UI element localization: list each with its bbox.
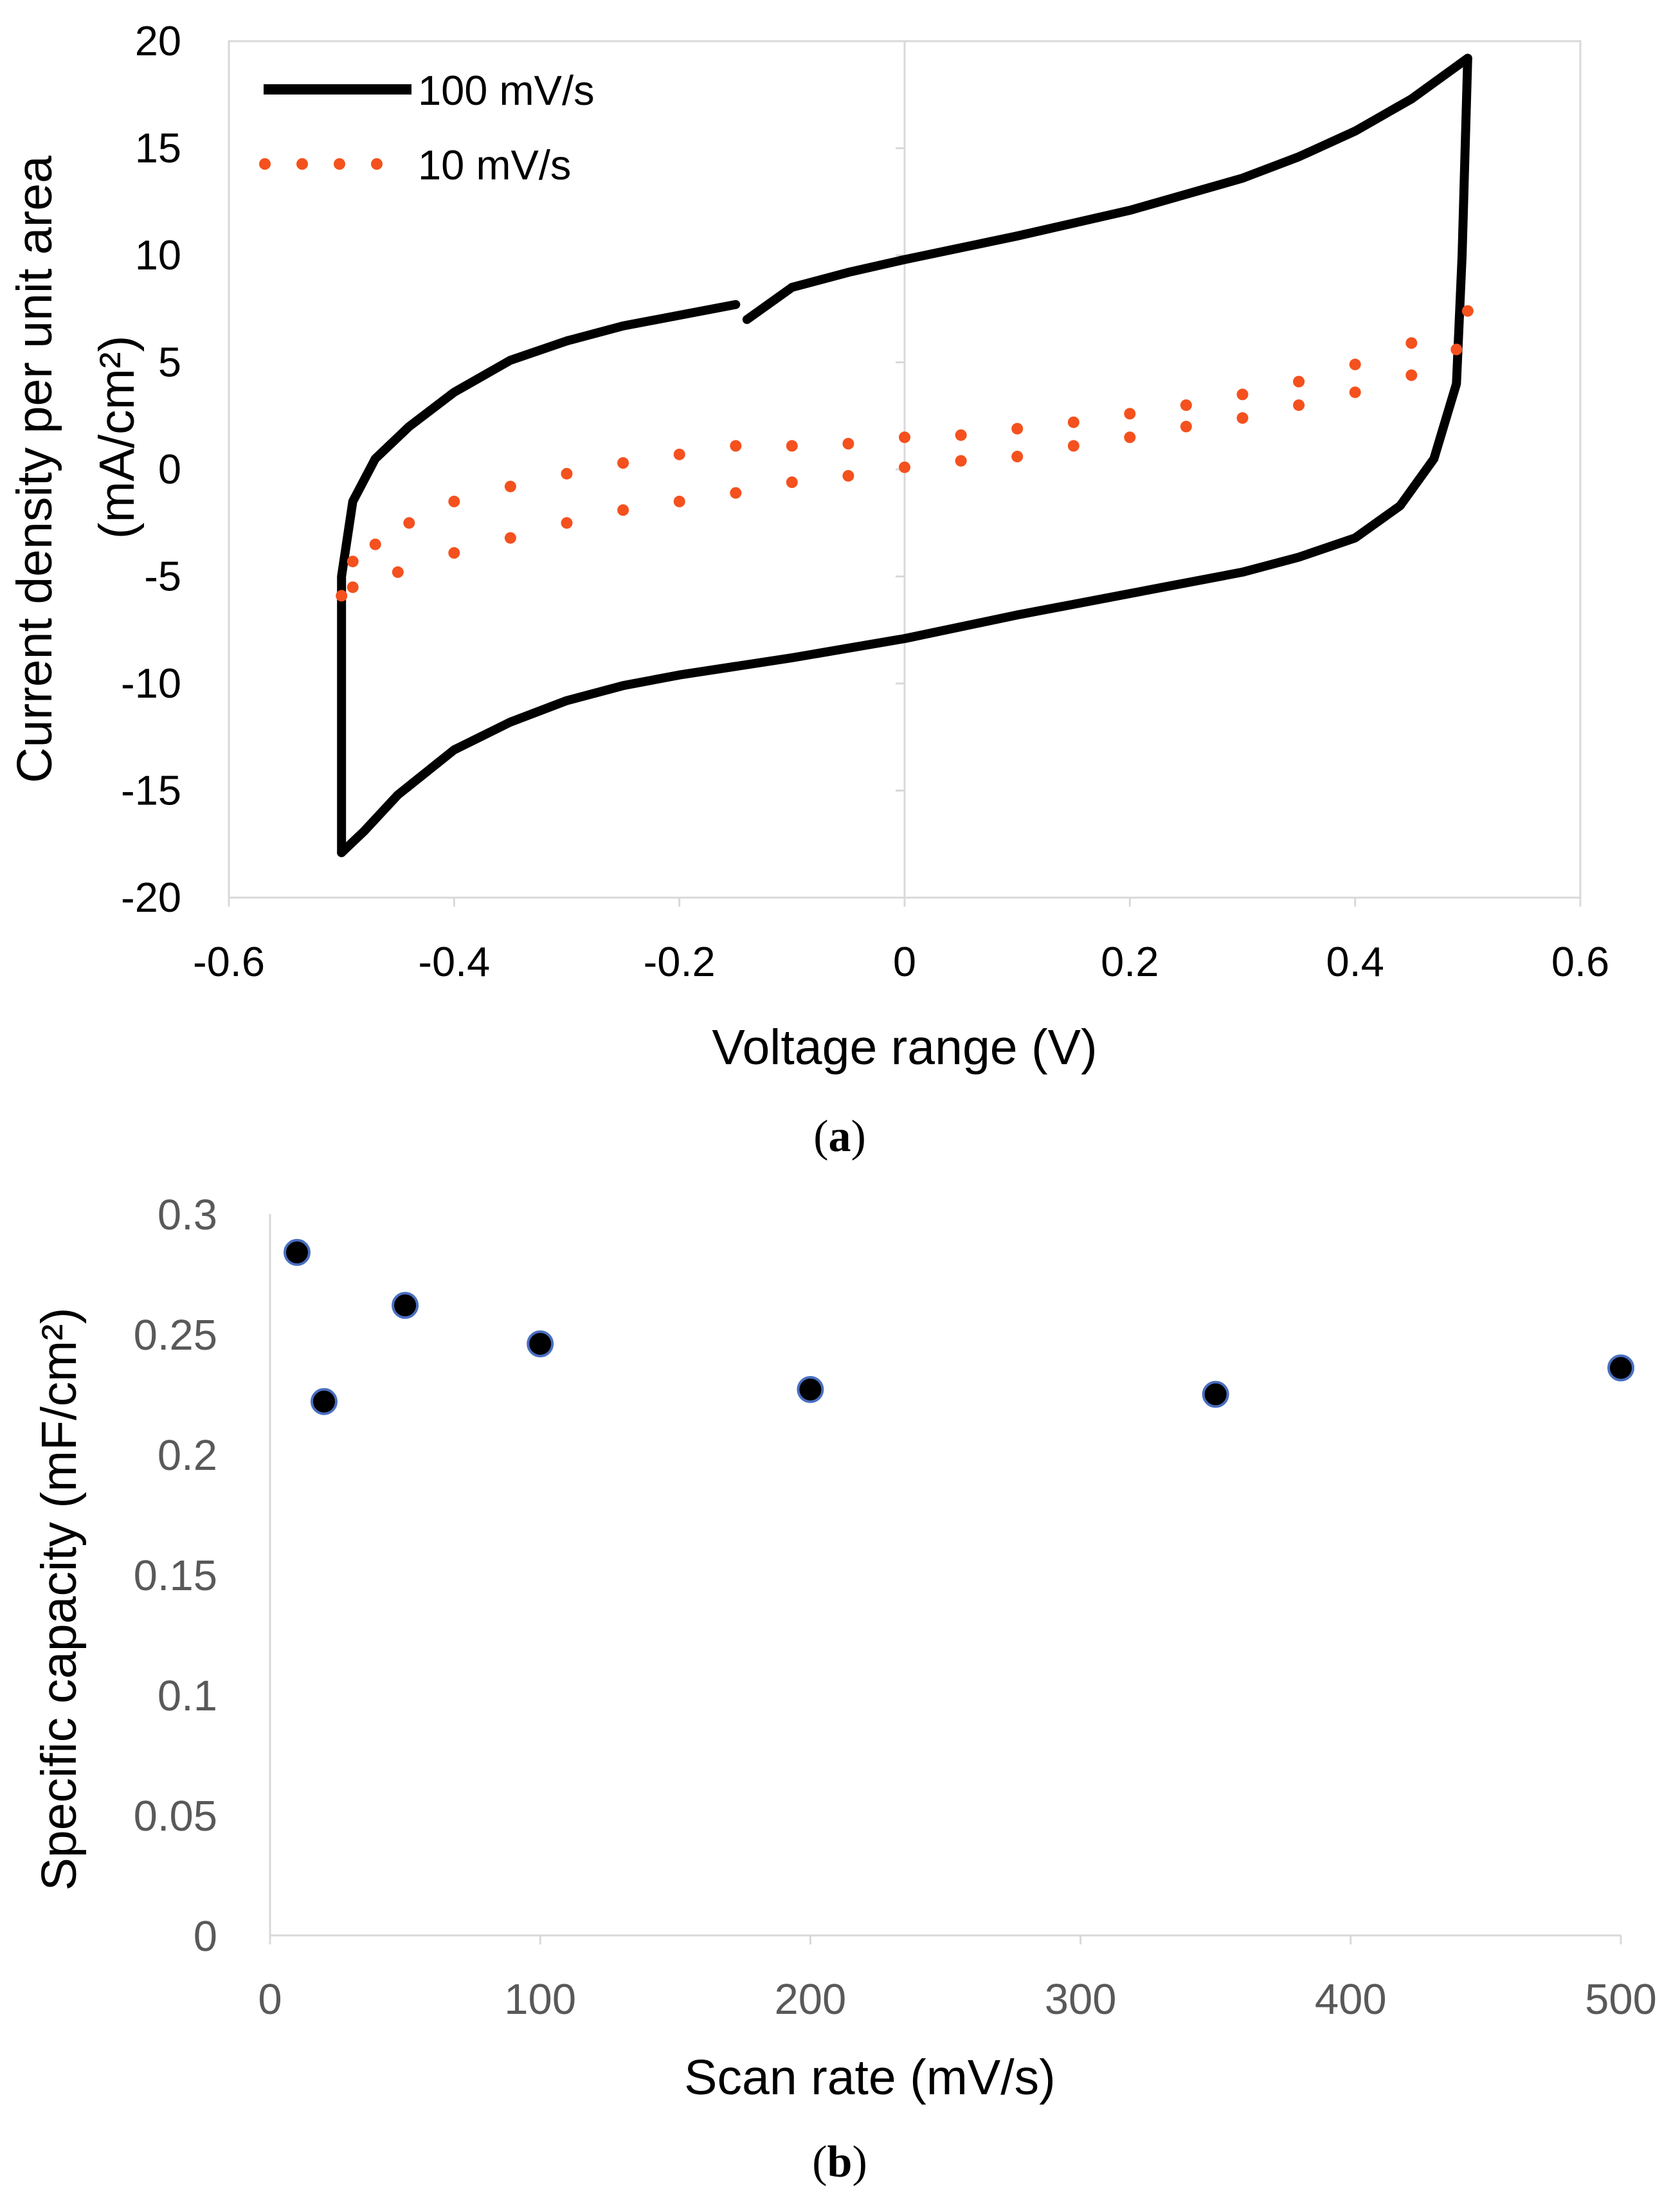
cv-point-10mvs (730, 440, 742, 452)
cv-point-10mvs (369, 538, 381, 550)
capacity-point (1202, 1381, 1229, 1408)
cv-point-10mvs (1124, 408, 1136, 420)
cv-point-10mvs (1293, 376, 1305, 388)
panel-label-b: (b) (812, 2137, 867, 2187)
y-tick-label-b: 0.25 (134, 1311, 217, 1359)
capacity-point (1607, 1354, 1634, 1382)
cv-point-10mvs (1180, 421, 1192, 433)
y-tick-label-a: 10 (135, 231, 181, 278)
x-tick-label-b: 0 (258, 1975, 282, 2024)
cv-point-10mvs (1293, 399, 1305, 412)
capacity-point (284, 1238, 311, 1266)
x-tick-label-b: 100 (504, 1975, 576, 2024)
cv-point-10mvs (448, 547, 460, 559)
x-tick-label-a: -0.2 (644, 938, 716, 985)
y-tick-label-b: 0.2 (158, 1431, 217, 1480)
cv-point-10mvs (392, 566, 404, 578)
x-tick-label-a: 0 (893, 938, 916, 985)
y-axis-label-a-line1: Current density per unit area (7, 156, 62, 783)
cv-curve-100mvs (337, 300, 741, 858)
x-tick-label-b: 300 (1045, 1975, 1117, 2024)
legend-label-100mvs: 100 mV/s (418, 67, 595, 114)
capacity-point (527, 1330, 554, 1357)
cv-point-10mvs (561, 517, 573, 529)
cv-point-10mvs (1180, 399, 1192, 412)
cv-point-10mvs (1067, 440, 1079, 452)
y-tick-label-b: 0.1 (158, 1672, 217, 1720)
cv-point-10mvs (1011, 451, 1024, 462)
y-tick-label-a: 20 (135, 17, 181, 64)
cv-point-10mvs (561, 467, 573, 480)
cv-point-10mvs (504, 532, 516, 544)
x-tick-label-a: -0.4 (418, 938, 490, 985)
cv-point-10mvs (336, 590, 348, 602)
y-axis-label-a-line2: (mA/cm²) (89, 336, 145, 539)
x-tick-label-a: 0.6 (1551, 938, 1609, 985)
cv-point-10mvs (448, 495, 460, 507)
y-tick-label-a: -20 (121, 874, 181, 921)
cv-point-10mvs (403, 517, 415, 529)
y-tick-label-a: -15 (121, 767, 181, 814)
x-tick-label-b: 500 (1585, 1975, 1657, 2024)
cv-point-10mvs (1124, 431, 1136, 444)
cv-point-10mvs (673, 448, 685, 460)
cv-point-10mvs (786, 476, 798, 488)
legend-a: 100 mV/s 10 mV/s (259, 67, 595, 188)
legend-line-10mvs (259, 158, 383, 170)
cv-point-10mvs (617, 504, 629, 516)
cv-point-10mvs (955, 429, 967, 441)
cv-point-10mvs (1067, 416, 1079, 428)
y-tick-label-b: 0 (194, 1912, 217, 1961)
cv-point-10mvs (1236, 388, 1249, 401)
y-tick-label-b: 0.3 (158, 1191, 217, 1239)
x-tick-label-b: 400 (1315, 1975, 1387, 2024)
x-tick-label-a: -0.6 (193, 938, 265, 985)
cv-point-10mvs (1405, 369, 1418, 381)
y-tick-label-b: 0.15 (134, 1552, 217, 1600)
cv-point-10mvs (347, 581, 359, 593)
y-tick-label-a: -10 (121, 660, 181, 707)
x-tick-label-b: 200 (775, 1975, 847, 2024)
cv-point-10mvs (1405, 337, 1418, 349)
cv-point-10mvs (955, 455, 967, 467)
y-tick-label-a: -5 (144, 553, 181, 600)
cv-point-10mvs (617, 457, 629, 469)
cv-point-10mvs (673, 495, 685, 507)
y-axis-label-b: Specific capacity (mF/cm²) (32, 1307, 87, 1890)
cv-point-10mvs (842, 470, 854, 482)
cv-point-10mvs (899, 431, 910, 444)
y-tick-label-a: 5 (158, 339, 181, 386)
cv-point-10mvs (1236, 412, 1249, 424)
x-tick-label-a: 0.4 (1326, 938, 1384, 985)
cv-point-10mvs (504, 480, 516, 493)
cv-point-10mvs (842, 438, 854, 449)
capacity-point (797, 1376, 824, 1403)
capacity-point (392, 1292, 419, 1319)
y-tick-label-a: 15 (135, 125, 181, 172)
cv-point-10mvs (730, 487, 742, 499)
cv-point-10mvs (1461, 305, 1474, 317)
cv-point-10mvs (1349, 386, 1361, 399)
panel-label-a: (a) (813, 1112, 866, 1161)
cv-point-10mvs (786, 440, 798, 452)
x-tick-label-a: 0.2 (1101, 938, 1159, 985)
cv-chart: -0.6 -0.4 -0.2 0 0.2 0.4 0.6 -20 -15 -10 -5 0 5 10 15 2… (7, 17, 1609, 1161)
y-tick-label-b: 0.05 (134, 1792, 217, 1840)
y-tick-label-a: 0 (158, 446, 181, 493)
x-axis-label-b: Scan rate (mV/s) (684, 2050, 1056, 2105)
capacity-chart: 0 100 200 300 400 500 0 0.05 0.1 0.15 0.2 0.25 0.3 S… (32, 1191, 1657, 2187)
cv-point-10mvs (1011, 422, 1024, 435)
legend-label-10mvs: 10 mV/s (418, 141, 571, 188)
cv-point-10mvs (1450, 343, 1463, 356)
cv-point-10mvs (899, 461, 910, 473)
cv-point-10mvs (347, 556, 359, 568)
cv-curve-100mvs (337, 53, 1472, 858)
x-axis-label-a: Voltage range (V) (712, 1020, 1097, 1075)
capacity-point (311, 1388, 338, 1415)
cv-point-10mvs (1349, 358, 1361, 370)
cv-curve-100mvs (742, 53, 1472, 324)
